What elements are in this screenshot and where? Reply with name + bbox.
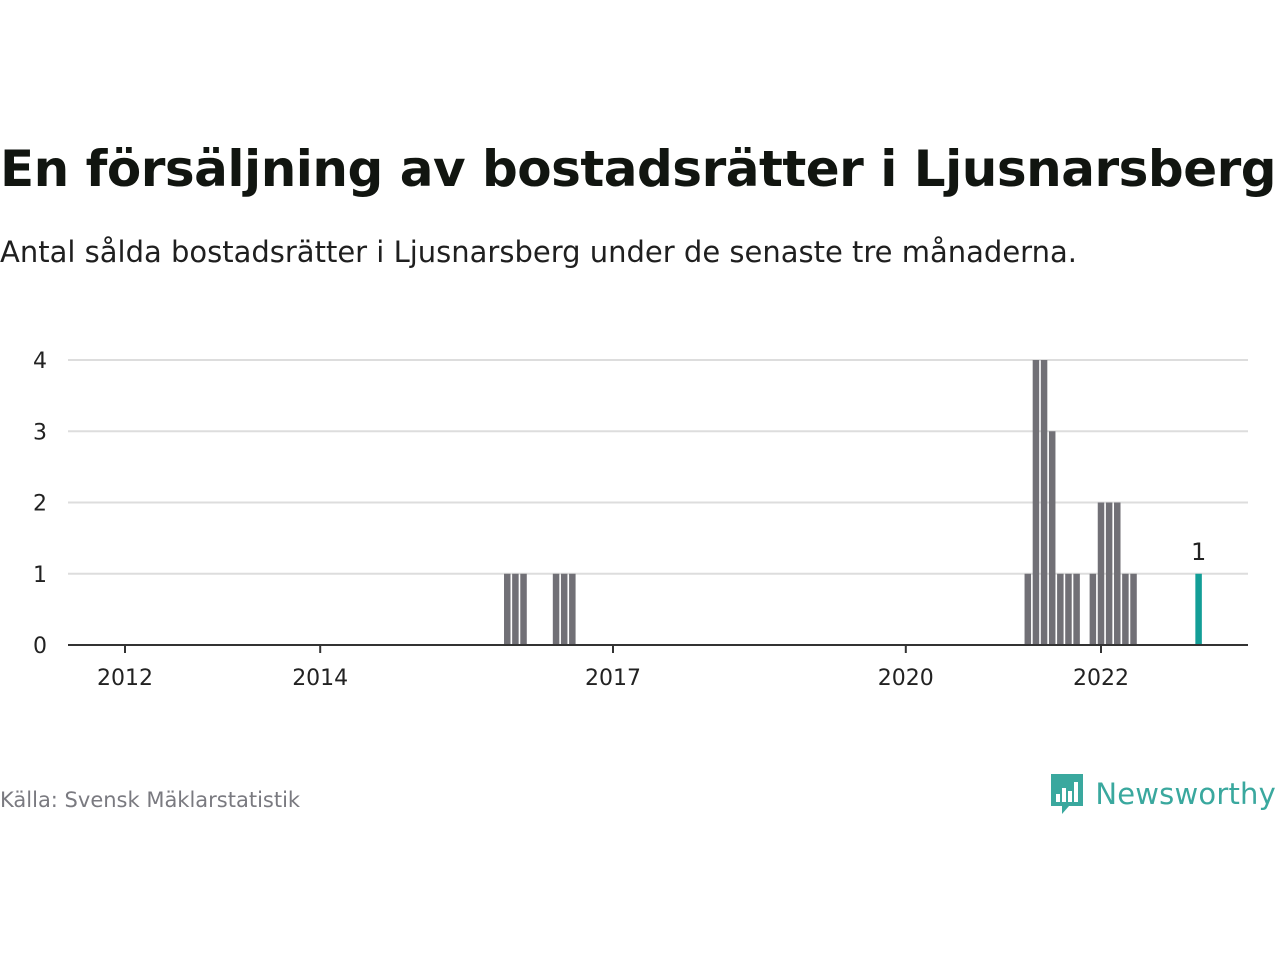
bars <box>504 360 1202 645</box>
y-tick-label: 4 <box>33 349 47 374</box>
bar-highlight <box>1195 573 1202 645</box>
brand-logo: Newsworthy <box>1049 772 1276 816</box>
y-tick-label: 1 <box>33 563 47 588</box>
bar <box>520 573 527 645</box>
data-label: 1 <box>1191 538 1206 566</box>
y-tick-label: 2 <box>33 492 47 517</box>
bar <box>1024 573 1032 645</box>
bar <box>1057 573 1064 645</box>
data-labels: 1 <box>1191 538 1206 566</box>
bar <box>1122 573 1129 645</box>
bar <box>560 573 568 645</box>
bar <box>1073 573 1080 645</box>
brand-name: Newsworthy <box>1095 777 1276 811</box>
bar <box>512 573 519 645</box>
bar <box>1048 431 1056 645</box>
bar <box>552 573 560 645</box>
bar <box>1105 502 1113 645</box>
x-tick-label: 2012 <box>97 666 153 691</box>
source-note: Källa: Svensk Mäklarstatistik <box>0 788 301 812</box>
bar <box>504 573 511 645</box>
axes: 0 1 2 3 4 2012 2014 2017 2020 2022 <box>33 349 1248 691</box>
x-tick-label: 2020 <box>878 666 934 691</box>
bar <box>569 573 576 645</box>
chart-subtitle: Antal sålda bostadsrätter i Ljusnarsberg… <box>0 235 1077 269</box>
bar <box>1032 360 1040 645</box>
bar <box>1040 360 1048 645</box>
newsworthy-logo-icon <box>1051 774 1084 814</box>
x-tick-label: 2014 <box>292 666 348 691</box>
x-tick-label: 2022 <box>1073 666 1129 691</box>
chart-title: En försäljning av bostadsrätter i Ljusna… <box>0 140 1277 198</box>
bar <box>1097 502 1105 645</box>
bar <box>1114 502 1121 645</box>
bar-chart: 0 1 2 3 4 2012 2014 2017 2020 2022 1 <box>33 349 1248 691</box>
bar <box>1130 573 1137 645</box>
y-tick-label: 3 <box>33 420 47 445</box>
gridlines <box>68 359 1248 575</box>
bar <box>1065 573 1072 645</box>
x-tick-label: 2017 <box>585 666 641 691</box>
y-tick-label: 0 <box>33 634 47 659</box>
bar <box>1089 573 1097 645</box>
